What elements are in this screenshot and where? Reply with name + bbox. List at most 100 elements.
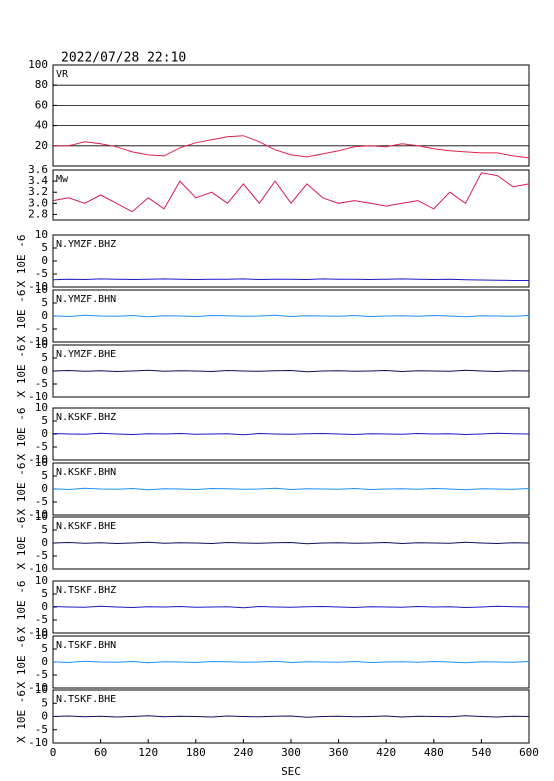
y-tick-label: 5 [41, 351, 48, 364]
y-tick-label: 5 [41, 296, 48, 309]
y-tick-label: 10 [35, 456, 48, 469]
series-line [52, 314, 530, 318]
y-tick-label: 10 [35, 510, 48, 523]
y-axis-label: X 10E -6 [15, 290, 28, 343]
x-tick-label: 480 [424, 746, 444, 759]
panel-label: N.YMZF.BHZ [56, 239, 116, 250]
y-tick-label: 20 [35, 139, 48, 152]
y-axis-label: X 10E -6 [15, 345, 28, 398]
y-tick-label: -10 [28, 280, 48, 293]
y-tick-label: -5 [35, 322, 48, 335]
y-tick-label: 10 [35, 629, 48, 642]
y-tick-label: -10 [28, 736, 48, 749]
y-tick-label: 10 [35, 574, 48, 587]
y-tick-label: -5 [35, 495, 48, 508]
y-axis-label: X 10E -6 [15, 581, 28, 634]
y-tick-label: 3.4 [28, 174, 48, 187]
x-tick-label: 180 [186, 746, 206, 759]
y-tick-label: -10 [28, 453, 48, 466]
y-tick-label: 60 [35, 98, 48, 111]
series-line [53, 135, 530, 159]
y-tick-label: 0 [41, 655, 48, 668]
panel-label: VR [56, 69, 69, 80]
panel-label: N.KSKF.BHZ [56, 412, 116, 423]
y-tick-label: 10 [35, 401, 48, 414]
y-axis-label: X 10E -6 [15, 636, 28, 689]
x-tick-label: 540 [471, 746, 491, 759]
panel-label: N.YMZF.BHE [56, 349, 116, 360]
y-axis-label: X 10E -6 [15, 517, 28, 570]
y-tick-label: 0 [41, 427, 48, 440]
series-line [52, 432, 530, 436]
y-tick-label: 5 [41, 414, 48, 427]
y-tick-label: 0 [41, 536, 48, 549]
x-tick-label: 60 [94, 746, 107, 759]
y-tick-label: -10 [28, 390, 48, 403]
y-tick-label: -5 [35, 267, 48, 280]
series-line [52, 660, 530, 664]
x-axis-label: SEC [281, 765, 301, 778]
x-tick-label: 0 [50, 746, 57, 759]
y-tick-label: 0 [41, 600, 48, 613]
y-tick-label: -10 [28, 562, 48, 575]
y-tick-label: -5 [35, 549, 48, 562]
y-tick-label: 5 [41, 587, 48, 600]
y-tick-label: -5 [35, 723, 48, 736]
y-tick-label: 0 [41, 309, 48, 322]
y-tick-label: 80 [35, 78, 48, 91]
y-tick-label: 10 [35, 283, 48, 296]
y-tick-label: -10 [28, 626, 48, 639]
chart-title: 2022/07/28 22:10 [61, 51, 186, 66]
x-tick-label: 300 [281, 746, 301, 759]
x-tick-label: 120 [138, 746, 158, 759]
panel-label: N.TSKF.BHZ [56, 585, 116, 596]
y-tick-label: 2.8 [28, 207, 48, 220]
y-axis-label: X 10E -6 [15, 463, 28, 516]
y-tick-label: 5 [41, 642, 48, 655]
y-tick-label: -5 [35, 613, 48, 626]
y-tick-label: 3.2 [28, 185, 48, 198]
y-tick-label: -10 [28, 335, 48, 348]
panel-label: N.TSKF.BHE [56, 694, 116, 705]
panel-frame [52, 169, 530, 221]
y-tick-label: -5 [35, 440, 48, 453]
panel-label: N.TSKF.BHN [56, 640, 116, 651]
y-tick-label: 5 [41, 523, 48, 536]
y-tick-label: 0 [41, 710, 48, 723]
y-tick-label: 10 [35, 228, 48, 241]
x-tick-label: 240 [233, 746, 253, 759]
series-line [52, 541, 530, 545]
y-tick-label: 3.0 [28, 196, 48, 209]
panel-label: N.YMZF.BHN [56, 294, 116, 305]
series-line [52, 715, 530, 718]
y-tick-label: -5 [35, 668, 48, 681]
panel-label: Mw [56, 174, 69, 185]
y-tick-label: -5 [35, 377, 48, 390]
panel-label: N.KSKF.BHE [56, 521, 116, 532]
y-tick-label: 0 [41, 482, 48, 495]
y-tick-label: -10 [28, 681, 48, 694]
series-line [52, 487, 530, 491]
x-tick-label: 600 [519, 746, 539, 759]
panel-label: N.KSKF.BHN [56, 467, 116, 478]
y-tick-label: 3.6 [28, 163, 48, 176]
y-tick-label: 10 [35, 683, 48, 696]
series-line [52, 605, 530, 609]
series-line [52, 369, 530, 373]
y-tick-label: -10 [28, 508, 48, 521]
y-tick-label: 0 [41, 364, 48, 377]
x-tick-label: 360 [329, 746, 349, 759]
y-tick-label: 5 [41, 241, 48, 254]
y-axis-label: X 10E -6 [15, 235, 28, 288]
series-line [52, 172, 530, 213]
y-tick-label: 5 [41, 696, 48, 709]
y-axis-label: X 10E -6 [15, 690, 28, 743]
series-line [52, 278, 529, 281]
y-tick-label: 5 [41, 469, 48, 482]
y-tick-label: 0 [41, 254, 48, 267]
y-tick-label: 10 [35, 338, 48, 351]
y-tick-label: 100 [28, 58, 48, 71]
y-axis-label: X 10E -6 [15, 408, 28, 461]
x-tick-label: 420 [376, 746, 396, 759]
